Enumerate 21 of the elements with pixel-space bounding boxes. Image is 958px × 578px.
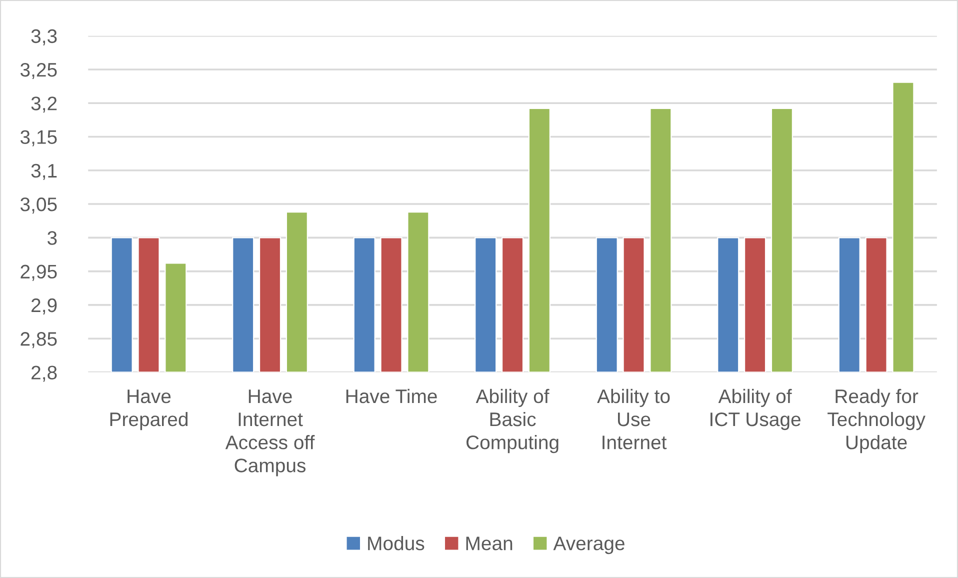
legend-label: Modus	[368, 536, 424, 550]
x-tick-label: Have Time	[346, 388, 437, 404]
y-tick-label: 2,8	[32, 366, 57, 382]
x-tick-label: Ability to Use Internet	[597, 388, 670, 450]
x-tick-label: Ready for Technology Update	[828, 388, 926, 454]
x-tick-label: Ability of ICT Usage	[710, 388, 800, 430]
y-tick-label: 3	[48, 231, 57, 245]
y-tick-label: 2,9	[32, 298, 57, 314]
y-tick-label: 3,2	[31, 96, 57, 113]
legend-label: Mean	[466, 536, 512, 550]
legend-label: Average	[553, 536, 624, 554]
x-tick-label: Have Prepared	[110, 390, 188, 430]
x-tick-label: Ability of Basic Computing	[466, 388, 558, 454]
y-tick-label: 3,3	[31, 29, 57, 46]
y-tick-label: 2,95	[20, 264, 57, 281]
x-tick-label: Have Internet Access off Campus	[225, 390, 315, 476]
y-tick-label: 3,1	[31, 164, 57, 180]
y-tick-label: 3,15	[20, 130, 57, 146]
y-tick-label: 3,25	[20, 62, 57, 80]
y-tick-label: 2,85	[20, 332, 57, 348]
y-tick-label: 3,05	[20, 198, 57, 214]
